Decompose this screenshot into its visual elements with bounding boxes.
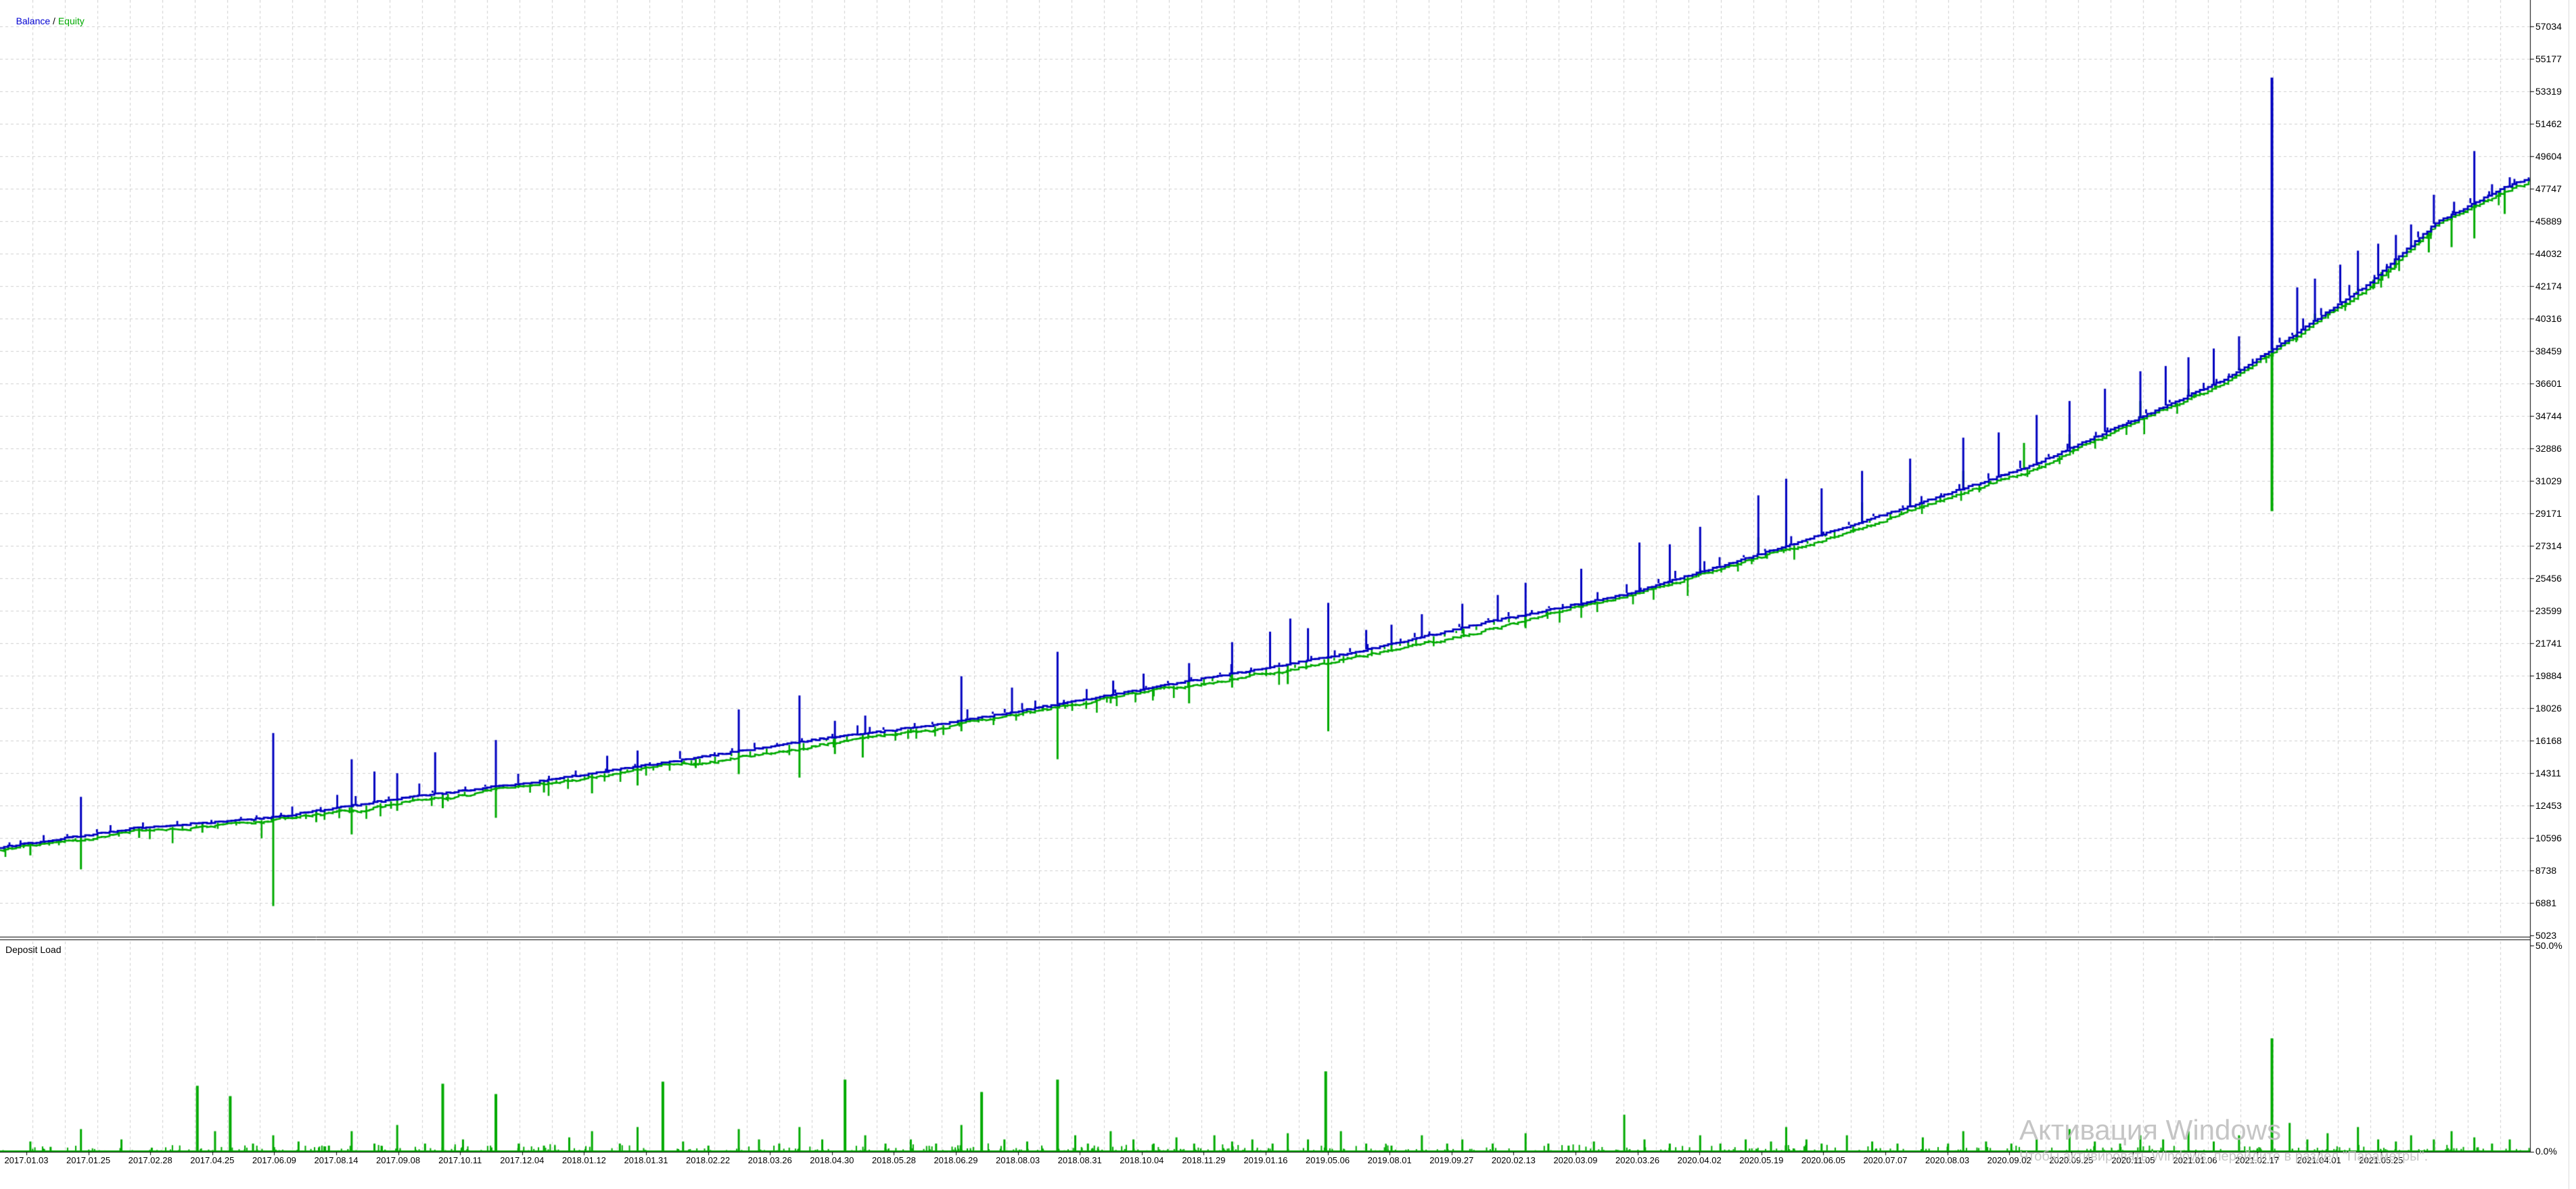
y-tick-label: 53319 (2535, 85, 2562, 97)
y-tick-label: 23599 (2535, 605, 2562, 616)
deposit-load-min-label: 0.0% (2535, 1146, 2557, 1157)
x-tick-label: 2019.09.27 (1429, 1155, 1474, 1165)
y-tick-label: 12453 (2535, 800, 2562, 811)
x-tick-label: 2020.09.25 (2049, 1155, 2094, 1165)
legend-balance-label: Balance (16, 16, 51, 26)
y-tick-label: 19884 (2535, 670, 2562, 681)
y-tick-label: 31029 (2535, 475, 2562, 486)
x-tick-label: 2017.02.28 (128, 1155, 172, 1165)
x-tick-label: 2020.09.02 (1987, 1155, 2031, 1165)
x-tick-label: 2021.04.01 (2297, 1155, 2341, 1165)
y-tick-label: 32886 (2535, 442, 2562, 454)
x-tick-label: 2017.06.09 (252, 1155, 296, 1165)
x-tick-label: 2020.05.19 (1739, 1155, 1784, 1165)
y-tick-label: 55177 (2535, 53, 2562, 64)
x-tick-label: 2019.08.01 (1367, 1155, 1412, 1165)
x-tick-label: 2021.01.06 (2173, 1155, 2217, 1165)
y-tick-label: 14311 (2535, 767, 2561, 778)
x-tick-label: 2018.11.29 (1182, 1155, 1226, 1165)
y-tick-label: 38459 (2535, 345, 2562, 356)
x-tick-label: 2020.11.05 (2111, 1155, 2155, 1165)
deposit-load-max-label: 50.0% (2535, 940, 2562, 951)
x-tick-label: 2017.09.08 (376, 1155, 421, 1165)
x-tick-label: 2018.08.03 (996, 1155, 1040, 1165)
y-tick-label: 10596 (2535, 832, 2562, 843)
y-tick-label: 21741 (2535, 637, 2562, 649)
x-tick-label: 2018.05.28 (871, 1155, 916, 1165)
x-tick-label: 2018.01.12 (561, 1155, 606, 1165)
y-tick-label: 51462 (2535, 118, 2562, 129)
chart-legend: Balance / Equity (5, 5, 85, 37)
y-tick-label: 27314 (2535, 540, 2562, 551)
x-tick-label: 2017.04.25 (190, 1155, 235, 1165)
x-tick-label: 2017.08.14 (314, 1155, 359, 1165)
deposit-load-label: Deposit Load (5, 944, 62, 955)
legend-separator: / (50, 16, 58, 26)
x-tick-label: 2018.03.26 (748, 1155, 792, 1165)
x-tick-label: 2017.01.25 (66, 1155, 111, 1165)
y-tick-label: 36601 (2535, 377, 2562, 389)
y-tick-label: 34744 (2535, 410, 2562, 421)
x-tick-label: 2019.05.06 (1306, 1155, 1350, 1165)
x-tick-label: 2019.01.16 (1243, 1155, 1288, 1165)
y-tick-label: 25456 (2535, 572, 2562, 584)
x-tick-label: 2021.05.25 (2359, 1155, 2404, 1165)
y-tick-label: 45889 (2535, 215, 2562, 227)
y-tick-label: 29171 (2535, 507, 2562, 519)
y-tick-label: 8738 (2535, 865, 2557, 876)
x-tick-label: 2017.10.11 (438, 1155, 482, 1165)
x-tick-label: 2020.06.05 (1801, 1155, 1845, 1165)
y-tick-label: 57034 (2535, 20, 2562, 32)
y-tick-label: 40316 (2535, 312, 2562, 324)
x-tick-label: 2020.07.07 (1863, 1155, 1908, 1165)
y-tick-label: 5023 (2535, 930, 2557, 941)
x-tick-label: 2018.08.31 (1057, 1155, 1102, 1165)
x-tick-label: 2020.08.03 (1925, 1155, 1970, 1165)
y-tick-label: 6881 (2535, 897, 2557, 908)
x-tick-label: 2018.06.29 (934, 1155, 978, 1165)
x-tick-label: 2020.03.26 (1615, 1155, 1660, 1165)
x-tick-label: 2018.02.22 (686, 1155, 731, 1165)
x-tick-label: 2017.12.04 (500, 1155, 545, 1165)
x-tick-label: 2021.02.17 (2235, 1155, 2280, 1165)
y-tick-label: 49604 (2535, 150, 2562, 162)
x-tick-label: 2018.04.30 (810, 1155, 854, 1165)
y-tick-label: 16168 (2535, 735, 2562, 746)
y-tick-label: 18026 (2535, 702, 2562, 714)
x-tick-label: 2020.02.13 (1491, 1155, 1536, 1165)
x-tick-label: 2018.10.04 (1120, 1155, 1164, 1165)
y-tick-label: 44032 (2535, 248, 2562, 259)
x-tick-label: 2020.03.09 (1553, 1155, 1598, 1165)
legend-equity-label: Equity (58, 16, 85, 26)
y-tick-label: 47747 (2535, 183, 2562, 194)
x-tick-label: 2017.01.03 (4, 1155, 49, 1165)
x-tick-label: 2020.04.02 (1677, 1155, 1722, 1165)
y-tick-label: 42174 (2535, 280, 2562, 292)
x-tick-label: 2018.01.31 (624, 1155, 668, 1165)
